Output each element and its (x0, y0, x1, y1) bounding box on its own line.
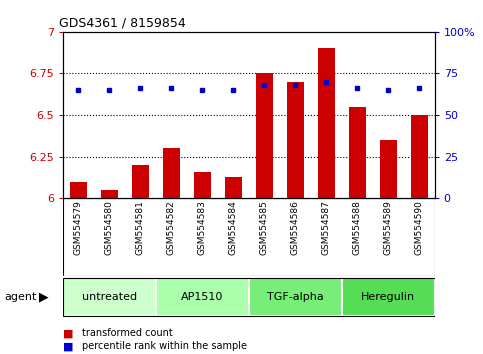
Text: GSM554589: GSM554589 (384, 201, 393, 256)
Text: GDS4361 / 8159854: GDS4361 / 8159854 (59, 16, 186, 29)
Bar (342, 278, 435, 316)
Text: untreated: untreated (82, 292, 137, 302)
Bar (101, 190, 118, 198)
Bar (318, 48, 335, 198)
Text: GSM554584: GSM554584 (229, 201, 238, 255)
Text: GSM554585: GSM554585 (260, 201, 269, 256)
Text: TGF-alpha: TGF-alpha (267, 292, 324, 302)
Text: Heregulin: Heregulin (361, 292, 415, 302)
Bar (411, 115, 428, 198)
Bar (63, 278, 156, 316)
Bar (287, 82, 304, 198)
Bar (156, 278, 249, 316)
Text: AP1510: AP1510 (181, 292, 224, 302)
Text: GSM554586: GSM554586 (291, 201, 300, 256)
Text: agent: agent (5, 292, 37, 302)
Text: ▶: ▶ (39, 291, 48, 304)
Text: GSM554581: GSM554581 (136, 201, 145, 256)
Bar (132, 165, 149, 198)
Bar (249, 278, 342, 316)
Bar (163, 148, 180, 198)
Text: GSM554588: GSM554588 (353, 201, 362, 256)
Text: GSM554580: GSM554580 (105, 201, 114, 256)
Bar (256, 74, 273, 198)
Bar (380, 140, 397, 198)
Text: GSM554582: GSM554582 (167, 201, 176, 255)
Bar (225, 177, 242, 198)
Bar (194, 172, 211, 198)
Bar (349, 107, 366, 198)
Text: ■: ■ (63, 329, 73, 338)
Text: ■: ■ (63, 341, 73, 351)
Text: GSM554583: GSM554583 (198, 201, 207, 256)
Text: GSM554579: GSM554579 (74, 201, 83, 256)
Text: percentile rank within the sample: percentile rank within the sample (82, 341, 247, 351)
Bar (70, 182, 87, 198)
Text: GSM554587: GSM554587 (322, 201, 331, 256)
Text: GSM554590: GSM554590 (415, 201, 424, 256)
Text: transformed count: transformed count (82, 329, 173, 338)
